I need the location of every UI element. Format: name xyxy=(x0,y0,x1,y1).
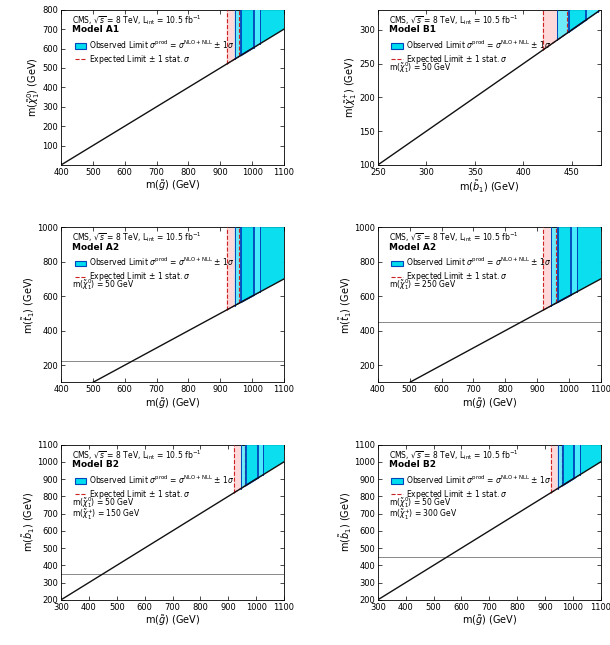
Y-axis label: m($\tilde{\chi}^{0}_{1}$) (GeV): m($\tilde{\chi}^{0}_{1}$) (GeV) xyxy=(26,57,42,117)
X-axis label: m($\tilde{g}$) (GeV): m($\tilde{g}$) (GeV) xyxy=(462,395,517,410)
Text: CMS, $\sqrt{s}$ = 8 TeV, L$_{\rm int}$ = 10.5 fb$^{-1}$: CMS, $\sqrt{s}$ = 8 TeV, L$_{\rm int}$ =… xyxy=(72,448,201,462)
Text: m($\tilde{\chi}^{0}_{1}$) = 50 GeV: m($\tilde{\chi}^{0}_{1}$) = 50 GeV xyxy=(72,277,135,292)
X-axis label: m($\tilde{b}_{1}$) (GeV): m($\tilde{b}_{1}$) (GeV) xyxy=(459,178,519,195)
Text: Model A2: Model A2 xyxy=(389,243,436,252)
Polygon shape xyxy=(558,227,601,302)
Polygon shape xyxy=(241,444,284,488)
Polygon shape xyxy=(235,227,284,306)
Text: Model B2: Model B2 xyxy=(389,460,436,469)
Legend: Observed Limit $\sigma^{\rm prod}$ = $\sigma^{\rm NLO+NLL}$ $\pm$ 1$\sigma$, Exp: Observed Limit $\sigma^{\rm prod}$ = $\s… xyxy=(390,472,552,502)
Text: m($\tilde{\chi}^{0}_{1}$) = 50 GeV: m($\tilde{\chi}^{0}_{1}$) = 50 GeV xyxy=(389,495,451,510)
X-axis label: m($\tilde{g}$) (GeV): m($\tilde{g}$) (GeV) xyxy=(145,395,200,410)
Polygon shape xyxy=(544,227,601,310)
Polygon shape xyxy=(254,227,260,295)
X-axis label: m($\tilde{g}$) (GeV): m($\tilde{g}$) (GeV) xyxy=(145,178,200,193)
Polygon shape xyxy=(557,10,601,40)
Text: CMS, $\sqrt{s}$ = 8 TeV, L$_{\rm int}$ = 10.5 fb$^{-1}$: CMS, $\sqrt{s}$ = 8 TeV, L$_{\rm int}$ =… xyxy=(389,448,518,462)
Text: m($\tilde{\chi}^{+}_{1}$) = 300 GeV: m($\tilde{\chi}^{+}_{1}$) = 300 GeV xyxy=(389,508,458,522)
Polygon shape xyxy=(569,10,601,32)
Polygon shape xyxy=(227,227,284,310)
Text: Model B1: Model B1 xyxy=(389,25,436,34)
Legend: Observed Limit $\sigma^{\rm prod}$ = $\sigma^{\rm NLO+NLL}$ $\pm$ 1$\sigma$, Exp: Observed Limit $\sigma^{\rm prod}$ = $\s… xyxy=(390,37,552,67)
Polygon shape xyxy=(234,444,284,493)
Polygon shape xyxy=(563,444,601,485)
Polygon shape xyxy=(551,444,601,493)
Y-axis label: m($\tilde{\chi}^{+}_{1}$) (GeV): m($\tilde{\chi}^{+}_{1}$) (GeV) xyxy=(343,57,359,118)
Polygon shape xyxy=(543,10,601,50)
Polygon shape xyxy=(254,10,260,48)
Text: Model A2: Model A2 xyxy=(72,243,120,252)
Text: Model A1: Model A1 xyxy=(72,25,120,34)
X-axis label: m($\tilde{g}$) (GeV): m($\tilde{g}$) (GeV) xyxy=(462,613,517,628)
Y-axis label: m($\tilde{t}_{1}$) (GeV): m($\tilde{t}_{1}$) (GeV) xyxy=(337,276,354,333)
Y-axis label: m($\tilde{t}_{1}$) (GeV): m($\tilde{t}_{1}$) (GeV) xyxy=(21,276,37,333)
Legend: Observed Limit $\sigma^{\rm prod}$ = $\sigma^{\rm NLO+NLL}$ $\pm$ 1$\sigma$, Exp: Observed Limit $\sigma^{\rm prod}$ = $\s… xyxy=(390,255,552,284)
Legend: Observed Limit $\sigma^{\rm prod}$ = $\sigma^{\rm NLO+NLL}$ $\pm$ 1$\sigma$, Exp: Observed Limit $\sigma^{\rm prod}$ = $\s… xyxy=(74,472,235,502)
Text: Model B2: Model B2 xyxy=(72,460,119,469)
Text: CMS, $\sqrt{s}$ = 8 TeV, L$_{\rm int}$ = 10.5 fb$^{-1}$: CMS, $\sqrt{s}$ = 8 TeV, L$_{\rm int}$ =… xyxy=(72,13,201,26)
Polygon shape xyxy=(586,10,598,20)
Text: CMS, $\sqrt{s}$ = 8 TeV, L$_{\rm int}$ = 10.5 fb$^{-1}$: CMS, $\sqrt{s}$ = 8 TeV, L$_{\rm int}$ =… xyxy=(389,230,518,244)
Polygon shape xyxy=(246,444,284,485)
Polygon shape xyxy=(558,444,601,488)
Polygon shape xyxy=(241,227,284,302)
Text: CMS, $\sqrt{s}$ = 8 TeV, L$_{\rm int}$ = 10.5 fb$^{-1}$: CMS, $\sqrt{s}$ = 8 TeV, L$_{\rm int}$ =… xyxy=(72,230,201,244)
Y-axis label: m($\tilde{b}_{1}$) (GeV): m($\tilde{b}_{1}$) (GeV) xyxy=(21,492,37,552)
Text: m($\tilde{\chi}^{0}_{1}$) = 250 GeV: m($\tilde{\chi}^{0}_{1}$) = 250 GeV xyxy=(389,277,456,292)
Polygon shape xyxy=(257,444,263,478)
Polygon shape xyxy=(575,444,580,478)
Text: m($\tilde{\chi}^{0}_{1}$) = 50 GeV: m($\tilde{\chi}^{0}_{1}$) = 50 GeV xyxy=(72,495,135,510)
Y-axis label: m($\tilde{b}_{1}$) (GeV): m($\tilde{b}_{1}$) (GeV) xyxy=(337,492,354,552)
Polygon shape xyxy=(227,10,284,64)
Polygon shape xyxy=(551,227,601,306)
Polygon shape xyxy=(570,227,577,295)
Legend: Observed Limit $\sigma^{\rm prod}$ = $\sigma^{\rm NLO+NLL}$ $\pm$ 1$\sigma$, Exp: Observed Limit $\sigma^{\rm prod}$ = $\s… xyxy=(74,37,235,67)
Text: m($\tilde{\chi}^{0}_{1}$) = 50 GeV: m($\tilde{\chi}^{0}_{1}$) = 50 GeV xyxy=(389,60,451,75)
Polygon shape xyxy=(241,10,284,55)
Text: CMS, $\sqrt{s}$ = 8 TeV, L$_{\rm int}$ = 10.5 fb$^{-1}$: CMS, $\sqrt{s}$ = 8 TeV, L$_{\rm int}$ =… xyxy=(389,13,518,26)
Polygon shape xyxy=(235,10,284,59)
X-axis label: m($\tilde{g}$) (GeV): m($\tilde{g}$) (GeV) xyxy=(145,613,200,628)
Legend: Observed Limit $\sigma^{\rm prod}$ = $\sigma^{\rm NLO+NLL}$ $\pm$ 1$\sigma$, Exp: Observed Limit $\sigma^{\rm prod}$ = $\s… xyxy=(74,255,235,284)
Text: m($\tilde{\chi}^{+}_{1}$) = 150 GeV: m($\tilde{\chi}^{+}_{1}$) = 150 GeV xyxy=(72,508,141,522)
